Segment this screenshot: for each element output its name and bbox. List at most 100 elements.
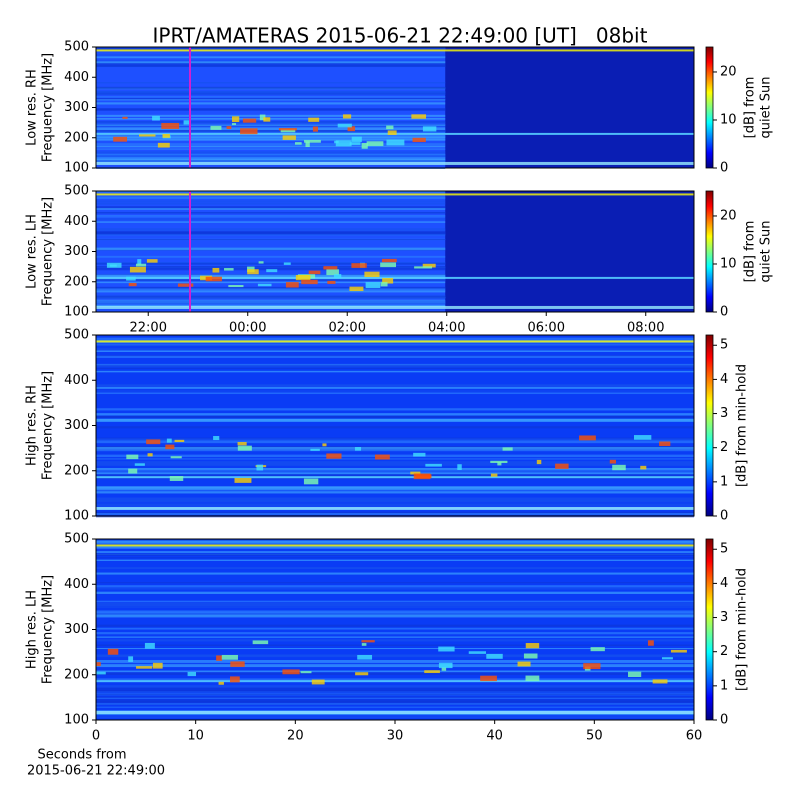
spectrogram-stripe — [96, 96, 446, 98]
spectrogram-burst — [523, 653, 538, 659]
spectrogram-stripe — [96, 281, 446, 284]
spectrogram-stripe — [96, 691, 694, 693]
spectrogram-stripe — [96, 54, 446, 56]
y-tick-label: 400 — [64, 577, 89, 592]
spectrogram-stripe — [96, 239, 446, 241]
colorbar-tick-label: 4 — [720, 372, 728, 387]
colorbar-tick-label: 0 — [720, 305, 728, 320]
x-tick-label: 00:00 — [229, 321, 266, 336]
spectrogram-stripe — [96, 390, 694, 392]
spectrogram-band — [96, 305, 694, 309]
spectrogram-stripe — [96, 367, 694, 369]
x-tick-label: 0 — [92, 729, 100, 744]
spectrogram-burst — [161, 122, 180, 129]
spectrogram-burst — [205, 276, 222, 282]
spectrogram-stripe — [96, 81, 446, 84]
colorbar — [705, 190, 714, 313]
spectrogram-stripe — [96, 212, 446, 214]
spectrogram-stripe — [96, 685, 694, 688]
spectrogram-burst — [640, 465, 647, 470]
y-tick-label: 500 — [64, 40, 89, 55]
spectrogram-burst — [438, 662, 453, 669]
spectrogram-stripe — [96, 696, 694, 699]
spectrogram-stripe — [96, 703, 694, 706]
spectrogram-stripe — [96, 127, 446, 131]
spectrogram-stripe — [96, 114, 446, 117]
spectrogram-burst — [422, 126, 437, 132]
spectrogram-burst — [659, 441, 671, 447]
spectrogram-burst — [323, 266, 338, 270]
spectrogram-stripe — [96, 279, 446, 282]
spectrogram-stripe — [96, 604, 694, 607]
x-axis-label: Seconds from — [37, 748, 126, 763]
spectrogram-stripe — [96, 511, 694, 514]
spectrogram-stripe — [96, 486, 694, 489]
spectrogram-burst — [165, 444, 175, 450]
spectrogram-stripe — [96, 449, 694, 451]
spectrogram-burst — [128, 468, 138, 474]
colorbar-label: quiet Sun — [759, 220, 774, 282]
spectrogram-stripe — [96, 63, 446, 67]
spectrogram-burst — [230, 676, 240, 683]
spectrogram-stripe — [96, 288, 446, 290]
spectrogram-band — [96, 340, 694, 343]
spectrogram-stripe — [96, 348, 694, 350]
spectrogram-stripe — [96, 610, 694, 613]
spectrogram-stripe — [96, 108, 446, 111]
spectrogram-stripe — [96, 553, 694, 556]
spectrogram-burst — [310, 448, 320, 451]
y-axis-label: Low res. RH — [25, 69, 40, 146]
spectrogram-burst — [326, 453, 342, 459]
spectrogram-burst — [609, 459, 616, 464]
spectrogram-burst — [375, 454, 390, 460]
spectrogram-stripe — [96, 290, 446, 293]
colorbar-tick-label: 2 — [720, 644, 728, 659]
spectrogram-band — [96, 680, 694, 683]
spectrogram-stripe — [96, 124, 446, 128]
spectrogram-stripe — [96, 474, 694, 477]
spectrogram-burst — [221, 654, 238, 660]
y-axis-label: High res. RH — [25, 385, 40, 466]
spectrogram-stripe — [96, 392, 694, 395]
spectrogram-burst — [312, 126, 318, 132]
spectrogram-stripe — [96, 478, 694, 480]
spectrogram-stripe — [96, 491, 694, 494]
x-tick-label: 10 — [187, 729, 204, 744]
spectrogram-burst — [266, 269, 278, 273]
colorbar-label: [dB] from — [743, 77, 758, 139]
spectrogram-quiet-region — [445, 47, 694, 168]
x-axis-label: 2015-06-21 22:49:00 — [27, 764, 165, 779]
spectrogram-stripe — [96, 228, 446, 232]
spectrogram-stripe — [96, 56, 446, 58]
x-tick-label: 20 — [287, 729, 304, 744]
spectrogram-stripe — [96, 197, 446, 199]
spectrogram-stripe — [96, 591, 694, 594]
spectrogram-burst — [612, 464, 626, 471]
spectrogram-burst — [380, 262, 397, 268]
spectrogram-burst — [349, 142, 361, 145]
y-tick-label: 200 — [64, 463, 89, 478]
spectrogram-burst — [295, 275, 311, 281]
spectrogram-burst — [183, 120, 191, 125]
spectrogram-stripe — [96, 200, 446, 202]
spectrogram-stripe — [96, 600, 694, 603]
spectrogram-stripe — [96, 697, 694, 699]
y-tick-label: 100 — [64, 161, 89, 176]
spectrogram-burst — [129, 266, 146, 273]
spectrogram-stripe — [96, 664, 694, 668]
spectrogram-burst — [490, 473, 498, 477]
spectrogram-burst — [278, 128, 297, 131]
spectrogram-band — [96, 506, 694, 510]
spectrogram-burst — [382, 278, 394, 284]
spectrogram-burst — [147, 453, 153, 457]
colorbar-tick-label: 5 — [720, 542, 728, 557]
spectrogram-stripe — [96, 690, 694, 692]
colorbar-tick-label: 2 — [720, 440, 728, 455]
spectrogram-stripe — [96, 344, 694, 347]
spectrogram-stripe — [96, 131, 446, 133]
spectrogram-burst — [412, 137, 426, 143]
spectrogram-stripe — [96, 92, 446, 96]
spectrogram-burst — [361, 643, 367, 646]
spectrogram-stripe — [96, 384, 694, 386]
spectrogram-stripe — [96, 512, 694, 515]
